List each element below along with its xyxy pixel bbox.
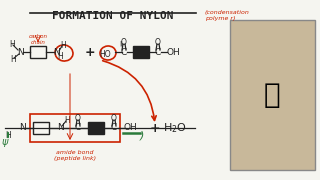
Text: FORMATION OF NYLON: FORMATION OF NYLON xyxy=(52,11,174,21)
Text: C: C xyxy=(111,123,117,132)
Bar xyxy=(30,114,120,142)
Text: H: H xyxy=(64,116,70,125)
Text: ‖: ‖ xyxy=(120,40,123,46)
FancyArrowPatch shape xyxy=(103,61,156,120)
Text: +: + xyxy=(85,46,95,58)
Text: OH: OH xyxy=(123,123,137,132)
Text: +: + xyxy=(150,122,160,134)
Text: H: H xyxy=(9,39,15,48)
Text: C: C xyxy=(155,48,161,57)
Text: C: C xyxy=(121,48,127,57)
Text: HO: HO xyxy=(99,50,111,59)
Text: N: N xyxy=(17,48,23,57)
Text: H: H xyxy=(10,55,16,64)
Bar xyxy=(88,122,104,134)
Text: carbon
chain: carbon chain xyxy=(28,34,47,45)
Text: H: H xyxy=(60,40,66,50)
Text: N: N xyxy=(54,48,60,57)
Text: C: C xyxy=(75,123,81,132)
Text: ψ: ψ xyxy=(2,137,8,147)
Text: ): ) xyxy=(140,130,144,140)
Bar xyxy=(33,122,49,134)
Text: N: N xyxy=(57,123,63,132)
Text: (condensation
polyme r): (condensation polyme r) xyxy=(205,10,250,21)
Text: O: O xyxy=(121,37,127,46)
Bar xyxy=(30,46,46,58)
Text: H$_2$O: H$_2$O xyxy=(163,121,187,135)
Text: O: O xyxy=(111,114,117,123)
Text: H: H xyxy=(5,132,11,141)
Text: O: O xyxy=(155,37,161,46)
Bar xyxy=(230,20,315,170)
Bar xyxy=(133,46,149,58)
Text: amide bond
(peptide link): amide bond (peptide link) xyxy=(54,150,96,161)
Text: H: H xyxy=(57,51,63,60)
Text: N: N xyxy=(19,123,25,132)
Text: O: O xyxy=(75,114,81,123)
Text: OH: OH xyxy=(166,48,180,57)
Text: 👩: 👩 xyxy=(264,81,280,109)
